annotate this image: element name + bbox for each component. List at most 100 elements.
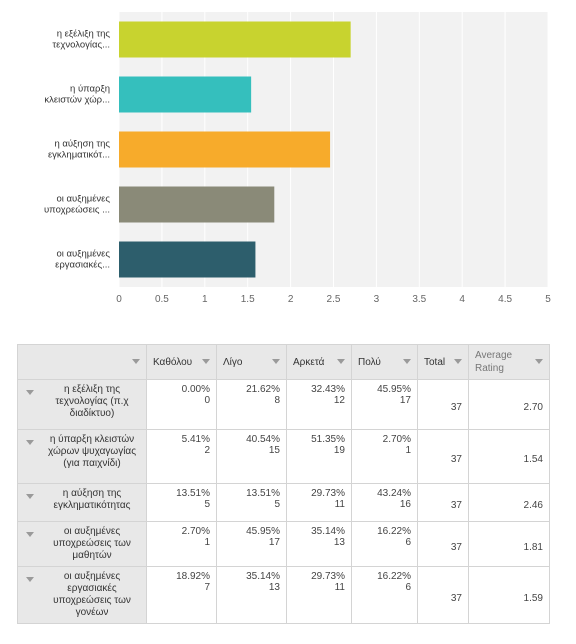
table-row: η εξέλιξη της τεχνολογίας (π.χ διαδίκτυο… [17,379,550,430]
row-label[interactable]: οι αυξημένες υποχρεώσεις των μαθητών [17,521,147,567]
sort-caret-icon[interactable] [454,359,462,364]
row-total: 37 [417,566,469,624]
x-tick-label: 4.5 [498,294,512,305]
response-cell: 43.24% 16 [351,483,418,522]
cell-percent: 5.41% [181,434,210,445]
row-label[interactable]: η εξέλιξη της τεχνολογίας (π.χ διαδίκτυο… [17,379,147,430]
sort-caret-icon[interactable] [535,359,543,364]
header-none[interactable]: Καθόλου [146,344,217,380]
header-little[interactable]: Λίγο [216,344,287,380]
expand-caret-icon[interactable] [26,390,34,395]
cell-percent: 40.54% [246,434,280,445]
expand-caret-icon[interactable] [26,494,34,499]
x-tick-label: 0.5 [155,294,169,305]
header-text: Average Rating [475,350,513,374]
x-tick-label: 0 [116,294,122,305]
header-much[interactable]: Πολύ [351,344,418,380]
sort-caret-icon[interactable] [202,359,210,364]
header-label-column[interactable] [17,344,147,380]
sort-caret-icon[interactable] [403,359,411,364]
x-tick-label: 4 [459,294,465,305]
expand-caret-icon[interactable] [26,440,34,445]
cell-count: 6 [405,537,411,548]
bar [119,186,275,223]
row-total: 37 [417,483,469,522]
cell-percent: 18.92% [176,571,210,582]
row-label-text: η αύξηση της εγκληματικότητας [53,488,131,511]
category-label: η αύξηση της [54,139,110,150]
response-cell: 16.22% 6 [351,566,418,624]
bar-chart: 0 0.5 1 1.5 2 2.5 3 3.5 4 4.5 5 η εξέλιξη τηςτεχνολ… [44,12,551,305]
sort-caret-icon[interactable] [337,359,345,364]
expand-caret-icon[interactable] [26,532,34,537]
cell-count: 17 [399,395,411,406]
cell-percent: 16.22% [377,571,411,582]
category-label: η ύπαρξη [70,84,110,95]
row-total: 37 [417,521,469,567]
x-tick-label: 1 [202,294,208,305]
cell-percent: 21.62% [246,384,280,395]
response-cell: 16.22% 6 [351,521,418,567]
cell-count: 2 [204,445,210,456]
table-row: η αύξηση της εγκληματικότητας 13.51% 5 13.5… [17,483,550,522]
x-tick-label: 3.5 [412,294,426,305]
response-cell: 29.73% 11 [286,566,352,624]
cell-percent: 45.95% [246,526,280,537]
cell-percent: 2.70% [382,434,411,445]
bar [119,21,351,58]
bar [119,131,331,168]
row-label-text: οι αυξημένες υποχρεώσεις των μαθητών [53,526,131,561]
table-row: οι αυξημένες υποχρεώσεις των μαθητών 2.70… [17,521,550,567]
response-cell: 32.43% 12 [286,379,352,430]
row-average-rating: 2.70 [468,379,550,430]
expand-caret-icon[interactable] [26,577,34,582]
row-label[interactable]: οι αυξημένες εργασιακές υποχρεώσεις των … [17,566,147,624]
row-label[interactable]: η ύπαρξη κλειστών χώρων ψυχαγωγίας (για … [17,429,147,484]
row-average-rating: 1.54 [468,429,550,484]
response-cell: 0.00% 0 [146,379,217,430]
cell-percent: 45.95% [377,384,411,395]
row-total: 37 [417,429,469,484]
header-average-rating[interactable]: Average Rating [468,344,550,380]
cell-percent: 2.70% [181,526,210,537]
cell-percent: 13.51% [176,488,210,499]
cell-percent: 32.43% [311,384,345,395]
header-enough[interactable]: Αρκετά [286,344,352,380]
category-label: οι αυξημένες [56,194,110,205]
response-cell: 2.70% 1 [351,429,418,484]
header-text: Total [424,356,446,368]
x-tick-label: 1.5 [241,294,255,305]
cell-count: 16 [399,499,411,510]
response-cell: 29.73% 11 [286,483,352,522]
header-total[interactable]: Total [417,344,469,380]
response-cell: 45.95% 17 [216,521,287,567]
category-label: κλειστών χώρ... [44,95,110,106]
row-average-rating: 1.81 [468,521,550,567]
category-label: υποχρεώσεις ... [44,205,110,216]
x-tick-label: 2 [288,294,294,305]
cell-percent: 29.73% [311,571,345,582]
bar [119,241,256,278]
row-label[interactable]: η αύξηση της εγκληματικότητας [17,483,147,522]
cell-percent: 35.14% [311,526,345,537]
category-label: εγκληματικότ... [48,150,110,161]
response-cell: 45.95% 17 [351,379,418,430]
category-label: η εξέλιξη της [57,29,111,40]
cell-count: 17 [268,537,280,548]
cell-count: 6 [405,582,411,593]
row-average-rating: 1.59 [468,566,550,624]
cell-percent: 13.51% [246,488,280,499]
cell-percent: 35.14% [246,571,280,582]
category-label: εργασιακές... [55,260,110,271]
cell-count: 5 [274,499,280,510]
row-average-rating: 2.46 [468,483,550,522]
cell-count: 12 [333,395,345,406]
cell-percent: 29.73% [311,488,345,499]
response-cell: 2.70% 1 [146,521,217,567]
sort-caret-icon[interactable] [272,359,280,364]
category-label: τεχνολογίας... [52,40,110,51]
response-cell: 13.51% 5 [216,483,287,522]
sort-caret-icon[interactable] [132,359,140,364]
cell-percent: 43.24% [377,488,411,499]
header-text: Λίγο [223,356,243,368]
